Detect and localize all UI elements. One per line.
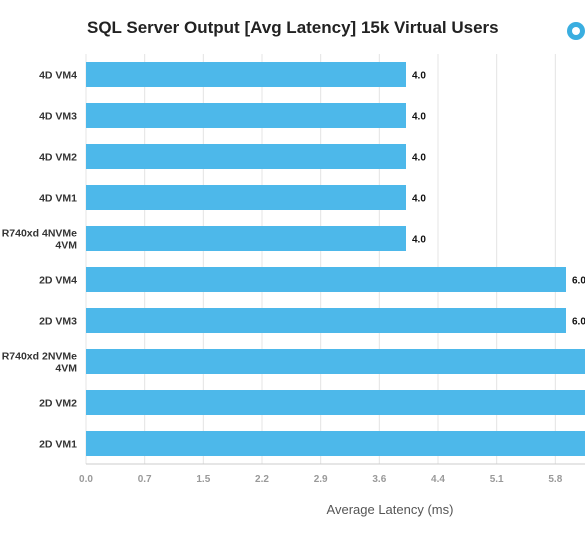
x-tick-label: 0.0: [79, 474, 93, 485]
x-tick-label: 5.8: [548, 474, 562, 485]
category-label: R740xd 4NVMe 4VM: [2, 228, 78, 252]
x-tick-label: 2.2: [255, 474, 269, 485]
bar: [86, 226, 406, 251]
category-label: R740xd 2NVMe 4VM: [2, 351, 78, 375]
category-label: 2D VM4: [39, 275, 77, 287]
category-label: 4D VM4: [39, 70, 77, 82]
axis-layer: 0.00.71.52.22.93.64.45.15.86.Average Lat…: [79, 463, 585, 517]
bar: [86, 103, 406, 128]
value-label: 4.0: [412, 112, 426, 123]
bar: [86, 62, 406, 87]
value-label: 6.0: [572, 317, 585, 328]
x-tick-label: 0.7: [138, 474, 152, 485]
value-label: 4.0: [412, 153, 426, 164]
category-label: 4D VM2: [39, 152, 77, 164]
value-label: 4.0: [412, 235, 426, 246]
chart-title: SQL Server Output [Avg Latency] 15k Virt…: [87, 18, 499, 37]
x-tick-label: 5.1: [490, 474, 504, 485]
category-label: 4D VM1: [39, 193, 77, 205]
value-label: 4.0: [412, 71, 426, 82]
labels-layer: 4D VM4 4.0 4D VM3 4.0 4D VM2 4.0 4D VM1 4.0 R740…: [2, 70, 585, 451]
bar: [86, 308, 566, 333]
bar: [86, 431, 585, 456]
category-label: 2D VM2: [39, 398, 77, 410]
bar: [86, 390, 585, 415]
bar: [86, 267, 566, 292]
x-tick-label: 4.4: [431, 474, 445, 485]
bar: [86, 349, 585, 374]
category-label: 2D VM1: [39, 439, 77, 451]
bar: [86, 144, 406, 169]
x-tick-label: 2.9: [314, 474, 328, 485]
x-tick-label: 3.6: [372, 474, 386, 485]
category-label: 4D VM3: [39, 111, 77, 123]
bar: [86, 185, 406, 210]
bars-layer: [86, 62, 585, 456]
category-label: 2D VM3: [39, 316, 77, 328]
logo-icon: [567, 22, 585, 40]
x-tick-label: 1.5: [196, 474, 210, 485]
value-label: 4.0: [412, 194, 426, 205]
value-label: 6.0: [572, 276, 585, 287]
x-axis-title: Average Latency (ms): [327, 502, 454, 517]
